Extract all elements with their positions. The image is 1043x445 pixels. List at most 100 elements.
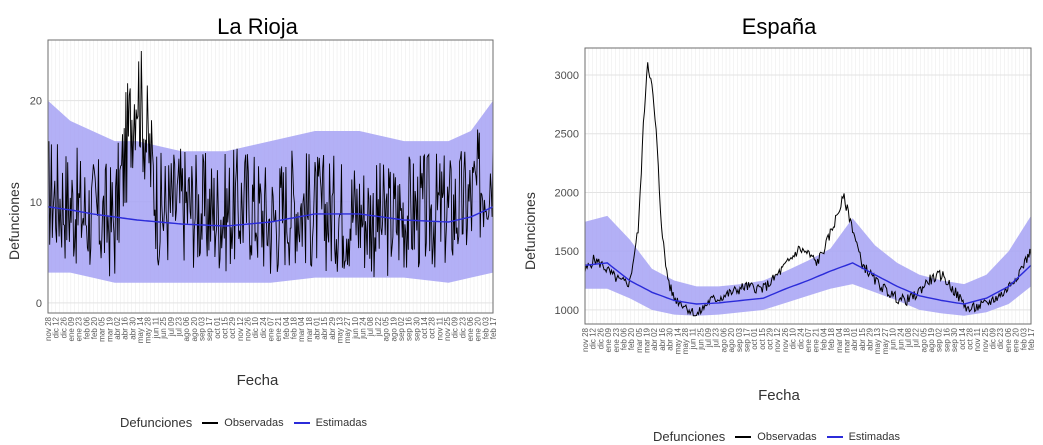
x-tick-label: abr 30 (666, 327, 675, 350)
y-tick-label: 10 (30, 197, 42, 209)
series-line-estimated (47, 206, 494, 227)
x-tick-label: ago 06 (182, 316, 191, 341)
plot-border (47, 39, 494, 314)
x-tick-label: feb 04 (282, 316, 291, 339)
legend-title: Defunciones (653, 429, 726, 444)
x-tick-label: jun 10 (889, 327, 898, 350)
x-tick-label: mar 04 (297, 316, 306, 341)
x-tick-label: feb 20 (90, 316, 99, 339)
x-tick-label: dic 10 (251, 316, 260, 338)
x-tick-label: feb 03 (481, 316, 490, 339)
x-tick-label: sep 02 (397, 316, 406, 341)
x-tick-label: ene 09 (67, 316, 76, 341)
x-tick-label: feb 20 (627, 327, 636, 350)
x-tick-label: feb 06 (82, 316, 91, 339)
x-tick-label: oct 14 (420, 316, 429, 338)
x-tick-label: nov 11 (435, 316, 444, 340)
x-tick-label: abr 01 (850, 327, 859, 350)
legend-item-observed: Observadas (735, 430, 817, 443)
y-tick-label: 20 (30, 96, 42, 108)
x-tick-label: oct 01 (750, 327, 759, 349)
y-tick-label: 0 (36, 298, 42, 310)
legend-item-estimated: Estimadas (826, 430, 900, 443)
x-tick-label: dic 23 (996, 327, 1005, 349)
legend-la-rioja: Defunciones Observadas Estimadas (120, 415, 377, 430)
x-tick-label: feb 18 (827, 327, 836, 350)
x-tick-label: sep 17 (743, 327, 752, 352)
legend-swatch-estimated (826, 435, 843, 438)
x-tick-label: ago 20 (727, 327, 736, 352)
x-tick-label: ene 06 (1004, 327, 1013, 352)
x-tick-label: abr 29 (328, 316, 337, 339)
legend-title: Defunciones (120, 415, 193, 430)
x-tick-label: jun 11 (689, 327, 698, 350)
x-tick-label: jun 10 (351, 316, 360, 339)
x-tick-label: nov 28 (581, 327, 590, 352)
x-tick-label: ene 20 (474, 316, 483, 341)
x-tick-label: may 13 (336, 316, 345, 343)
x-tick-label: oct 14 (958, 327, 967, 349)
x-tick-label: may 13 (873, 327, 882, 354)
legend-espana: Defunciones Observadas Estimadas (653, 429, 910, 444)
x-tick-label: abr 29 (866, 327, 875, 350)
x-tick-label: nov 12 (773, 327, 782, 352)
x-tick-label: feb 06 (619, 327, 628, 350)
x-tick-label: ene 21 (812, 327, 821, 352)
x-tick-label: dic 23 (458, 316, 467, 338)
legend-item-observed: Observadas (202, 416, 284, 429)
x-tick-label: jul 22 (374, 316, 383, 337)
x-tick-label: nov 26 (244, 316, 253, 341)
x-tick-label: mar 04 (835, 327, 844, 352)
x-tick-label: sep 16 (942, 327, 951, 352)
x-tick-label: nov 11 (973, 327, 982, 351)
x-tick-label: oct 01 (213, 316, 222, 338)
x-tick-label: ene 20 (1012, 327, 1021, 352)
series-line-estimated (584, 262, 1032, 305)
x-tick-label: sep 30 (412, 316, 421, 341)
x-tick-label: ene 07 (804, 327, 813, 352)
x-tick-label: nov 25 (981, 327, 990, 352)
x-tick-label: dic 09 (451, 316, 460, 338)
x-tick-label: may 28 (144, 316, 153, 343)
x-tick-label: oct 28 (428, 316, 437, 338)
x-tick-label: ene 23 (612, 327, 621, 352)
x-tick-label: sep 17 (205, 316, 214, 341)
x-tick-label: nov 25 (443, 316, 452, 341)
x-axis-label-la-rioja: Fecha (236, 372, 279, 389)
series-line-observed (47, 50, 494, 278)
chart-panel-espana: España 1000 1500 2000 2500 3000 nov 28 dic 12 d… (515, 0, 1043, 445)
legend-label-observed: Observadas (224, 416, 284, 429)
x-tick-label: dic 12 (589, 327, 598, 349)
legend-swatch-observed (735, 435, 752, 438)
confidence-band (585, 215, 1031, 316)
y-tick-label: 1000 (555, 305, 579, 317)
x-tick-label: feb 18 (290, 316, 299, 339)
x-tick-label: mar 19 (643, 327, 652, 352)
x-tick-label: nov 28 (44, 316, 53, 341)
x-tick-label: feb 03 (1019, 327, 1028, 350)
x-tick-label: mar 19 (105, 316, 114, 341)
x-tick-label: abr 16 (121, 316, 130, 339)
x-tick-label: ago 19 (389, 316, 398, 341)
legend-label-estimated: Estimadas (848, 430, 900, 443)
legend-label-observed: Observadas (757, 430, 817, 443)
x-tick-label: ene 21 (274, 316, 283, 341)
y-tick-label: 2000 (555, 187, 579, 199)
y-tick-label: 3000 (555, 70, 579, 82)
x-tick-label: dic 24 (259, 316, 268, 338)
x-tick-label: oct 28 (966, 327, 975, 349)
x-tick-label: ene 09 (604, 327, 613, 352)
x-tick-label: ago 20 (190, 316, 199, 341)
y-tick-label: 2500 (555, 129, 579, 141)
confidence-band (48, 100, 493, 283)
x-tick-label: abr 15 (320, 316, 329, 339)
y-tick-label: 1500 (555, 246, 579, 258)
legend-swatch-estimated (293, 421, 310, 424)
x-tick-label: dic 24 (796, 327, 805, 349)
x-tick-label: mar 18 (842, 327, 851, 352)
x-tick-label: abr 01 (313, 316, 322, 339)
x-tick-label: sep 03 (197, 316, 206, 341)
x-tick-label: oct 29 (228, 316, 237, 338)
